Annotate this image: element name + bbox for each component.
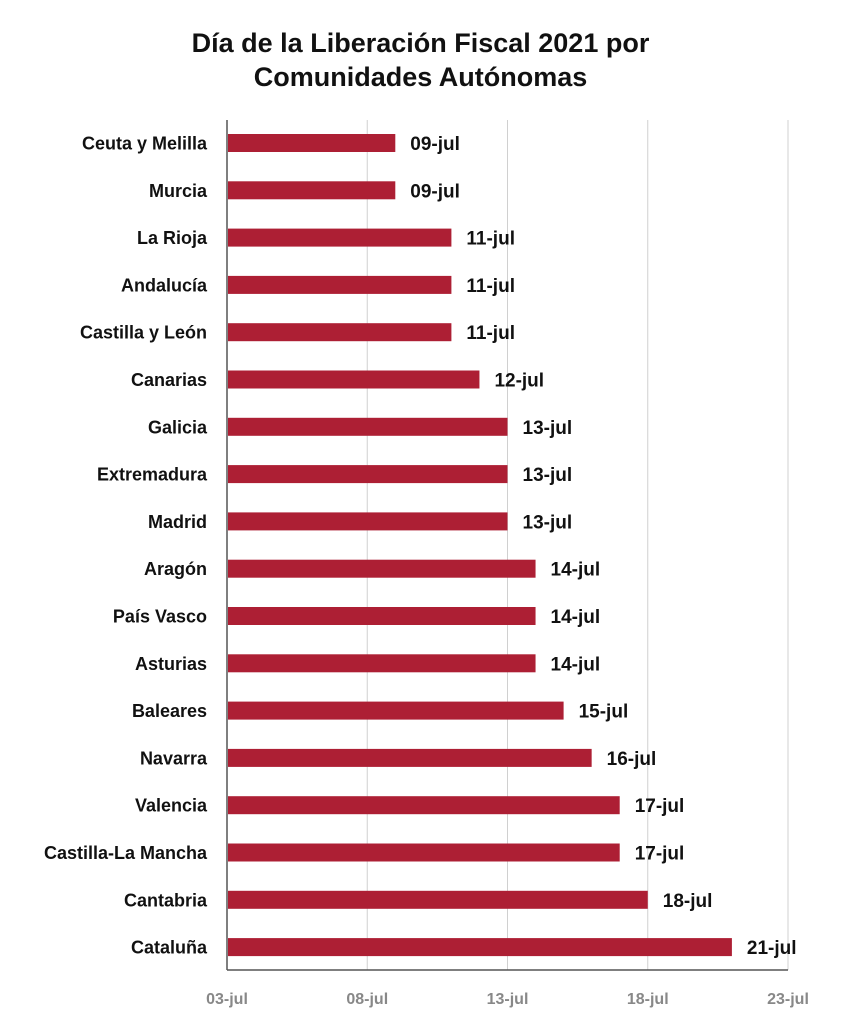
bar (228, 796, 620, 815)
category-label: Asturias (135, 654, 207, 674)
value-label: 11-jul (466, 276, 515, 297)
category-label: Castilla y León (80, 323, 207, 343)
value-label: 16-jul (607, 749, 657, 770)
x-tick-label: 18-jul (627, 991, 669, 1008)
bar (228, 890, 648, 909)
bar (228, 370, 480, 389)
chart-title-line-1: Día de la Liberación Fiscal 2021 por (191, 28, 650, 58)
category-label: Murcia (149, 181, 208, 201)
value-label: 21-jul (747, 938, 797, 959)
x-tick-label: 08-jul (346, 991, 388, 1008)
value-label: 09-jul (410, 134, 460, 155)
x-tick-label: 13-jul (487, 991, 529, 1008)
category-label: Valencia (135, 796, 208, 816)
chart-title: Día de la Liberación Fiscal 2021 por Com… (0, 26, 841, 94)
category-label: Extremadura (97, 465, 208, 485)
category-label: Baleares (132, 701, 207, 721)
category-label: Madrid (148, 512, 207, 532)
value-label: 18-jul (663, 891, 713, 912)
value-label: 09-jul (410, 181, 460, 202)
bar (228, 512, 508, 531)
bar (228, 181, 396, 200)
x-tick-label: 23-jul (767, 991, 809, 1008)
bar (228, 275, 452, 294)
category-label: Cataluña (131, 938, 208, 958)
bar (228, 134, 396, 152)
bar (228, 559, 536, 578)
category-label: País Vasco (113, 607, 207, 627)
chart-title-line-2: Comunidades Autónomas (253, 62, 588, 92)
bar (228, 465, 508, 484)
category-label: Andalucía (121, 275, 208, 295)
bar (228, 654, 536, 673)
category-label: La Rioja (137, 228, 208, 248)
value-label: 13-jul (523, 465, 573, 486)
value-label: 17-jul (635, 796, 685, 817)
value-label: 14-jul (551, 560, 601, 581)
value-label: 11-jul (466, 229, 515, 250)
bar (228, 701, 564, 720)
bar (228, 323, 452, 342)
category-label: Aragón (144, 559, 207, 579)
bar (228, 607, 536, 625)
x-tick-label: 03-jul (206, 991, 248, 1008)
category-label: Navarra (140, 748, 208, 768)
category-label: Canarias (131, 370, 207, 390)
category-label: Castilla-La Mancha (44, 843, 208, 863)
bar (228, 228, 452, 247)
category-label: Galicia (148, 417, 208, 437)
bar (228, 417, 508, 436)
value-label: 14-jul (551, 607, 601, 628)
value-label: 15-jul (579, 702, 629, 723)
value-label: 17-jul (635, 844, 685, 865)
bar (228, 748, 592, 767)
bar (228, 843, 620, 862)
value-label: 14-jul (551, 654, 601, 675)
value-label: 13-jul (523, 418, 573, 439)
bar (228, 938, 732, 957)
value-label: 11-jul (466, 323, 515, 344)
category-label: Cantabria (124, 890, 208, 910)
category-label: Ceuta y Melilla (82, 134, 208, 154)
value-label: 13-jul (523, 512, 573, 533)
value-label: 12-jul (494, 371, 544, 392)
